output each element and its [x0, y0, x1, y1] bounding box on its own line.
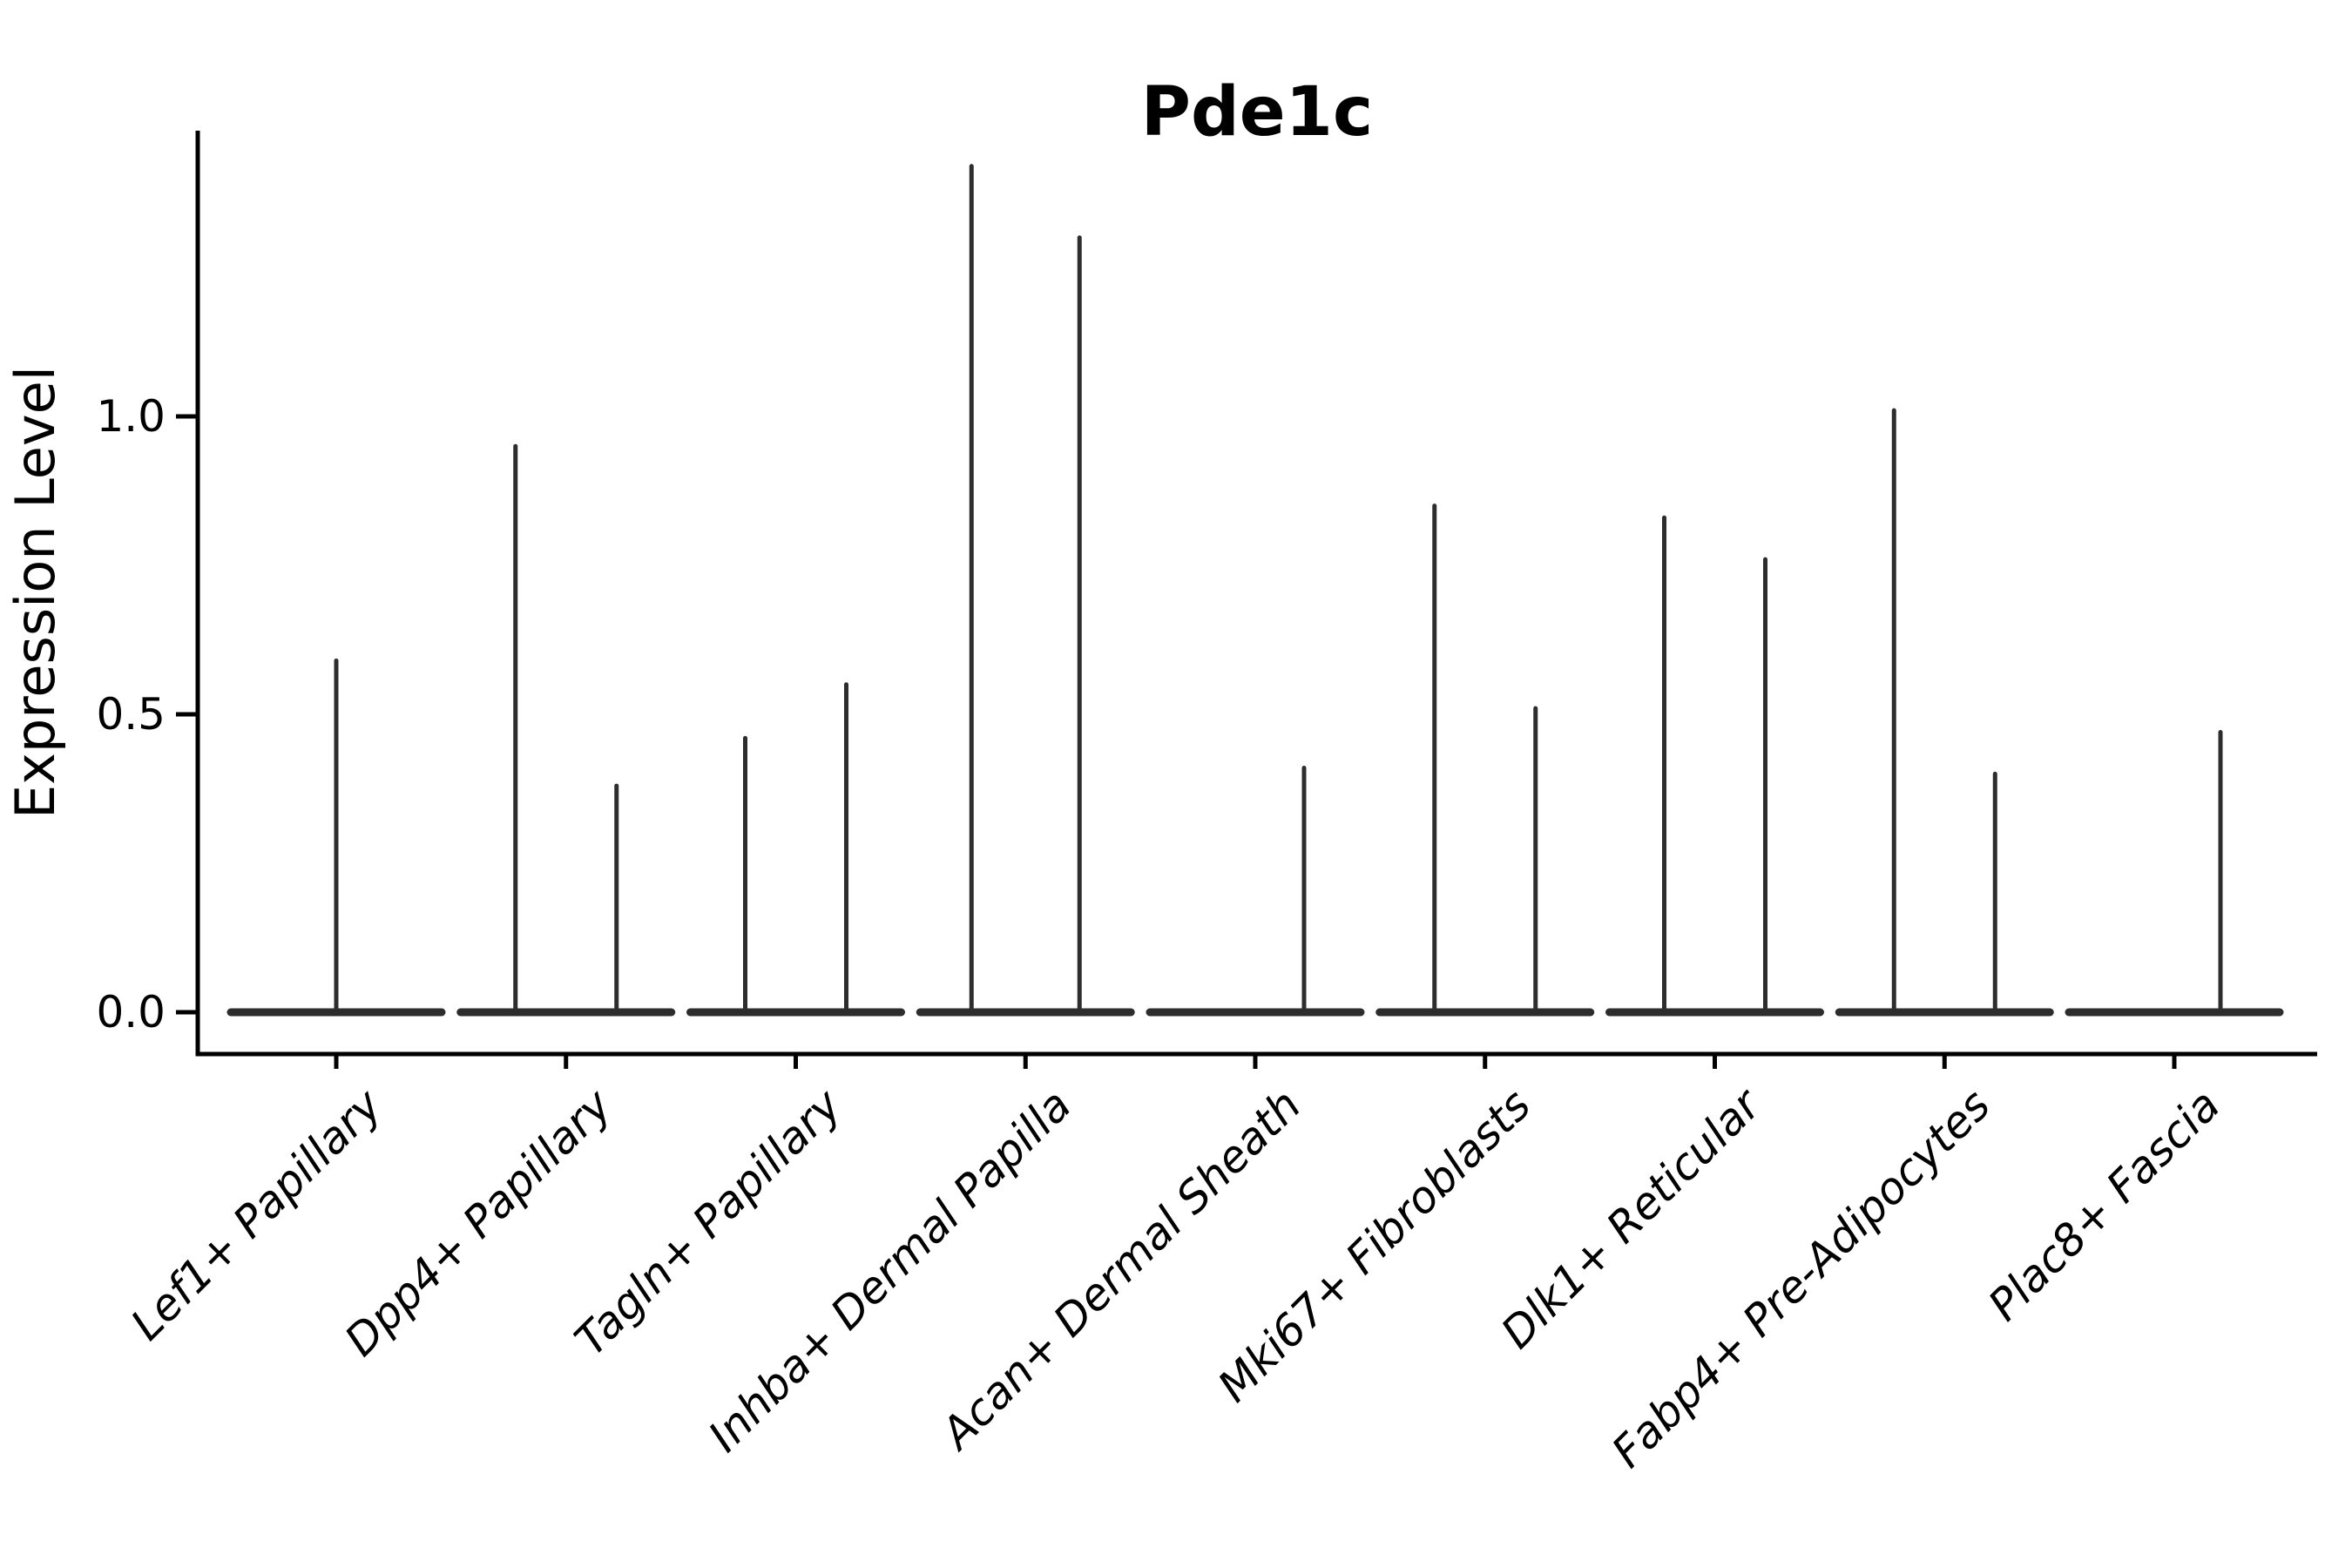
violin-1: [226, 658, 446, 1017]
violin-4: [916, 164, 1135, 1017]
y-tick-label: 0.0: [96, 987, 166, 1037]
violin-3: [686, 682, 905, 1017]
violin-2: [456, 443, 676, 1017]
x-tick-label: Inhba+ Dermal Papilla: [699, 1079, 1080, 1461]
violin-5: [1146, 766, 1365, 1017]
chart-title: Pde1c: [1141, 73, 1373, 152]
x-tick-label: Lef1+ Papillary: [121, 1078, 392, 1349]
violin-9: [2065, 730, 2284, 1017]
x-tick-label: Plac8+ Fascia: [1979, 1079, 2230, 1330]
y-axis-label: Expression Level: [3, 366, 67, 819]
y-tick-label: 1.0: [96, 391, 166, 442]
violin-8: [1835, 408, 2054, 1017]
y-tick-label: 0.5: [96, 689, 166, 740]
violin-7: [1605, 515, 1824, 1017]
violins: [226, 164, 2284, 1017]
x-tick-label: Fabp4+ Pre-Adipocytes: [1602, 1079, 2000, 1477]
violin-6: [1375, 504, 1595, 1017]
